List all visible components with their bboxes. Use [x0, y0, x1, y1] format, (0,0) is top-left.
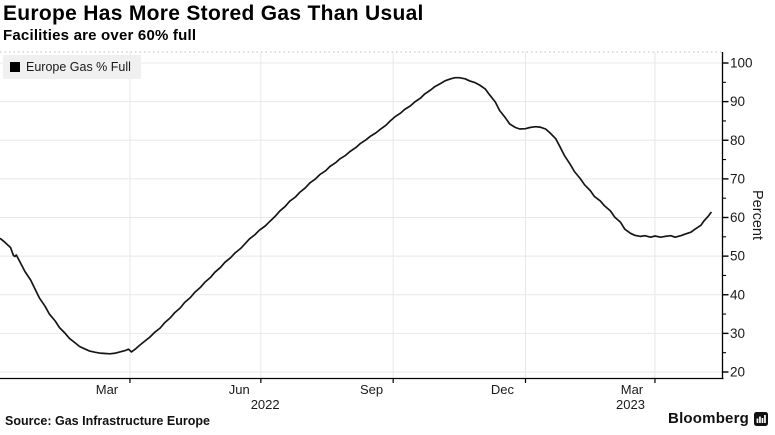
legend-swatch-icon	[10, 62, 20, 72]
x-year-label: 2023	[616, 397, 645, 412]
y-tick-label: 70	[730, 171, 745, 186]
bloomberg-wordmark: Bloomberg	[668, 410, 749, 427]
bloomberg-logo: Bloomberg	[668, 410, 768, 427]
y-tick-label: 20	[730, 365, 745, 380]
bloomberg-terminal-icon	[754, 411, 768, 426]
x-tick-label: Mar	[96, 382, 119, 397]
x-year-label: 2022	[251, 397, 280, 412]
y-tick-label: 50	[730, 249, 745, 264]
x-tick-label: Sep	[360, 382, 383, 397]
x-tick-label: Jun	[229, 382, 250, 397]
chart-subtitle: Facilities are over 60% full	[3, 27, 197, 44]
y-tick-label: 90	[730, 94, 745, 109]
legend-label: Europe Gas % Full	[26, 60, 131, 74]
y-tick-label: 30	[730, 326, 745, 341]
x-tick-label: Dec	[491, 382, 515, 397]
chart-title: Europe Has More Stored Gas Than Usual	[3, 2, 424, 25]
y-tick-label: 100	[730, 56, 753, 71]
source-note: Source: Gas Infrastructure Europe	[5, 414, 210, 428]
y-axis-title: Percent	[749, 190, 765, 240]
y-tick-label: 80	[730, 133, 745, 148]
y-tick-label: 40	[730, 287, 745, 302]
series-line-europe-gas	[0, 76, 712, 355]
legend: Europe Gas % Full	[3, 55, 141, 79]
x-tick-label: Mar	[621, 382, 644, 397]
y-tick-label: 60	[730, 210, 745, 225]
